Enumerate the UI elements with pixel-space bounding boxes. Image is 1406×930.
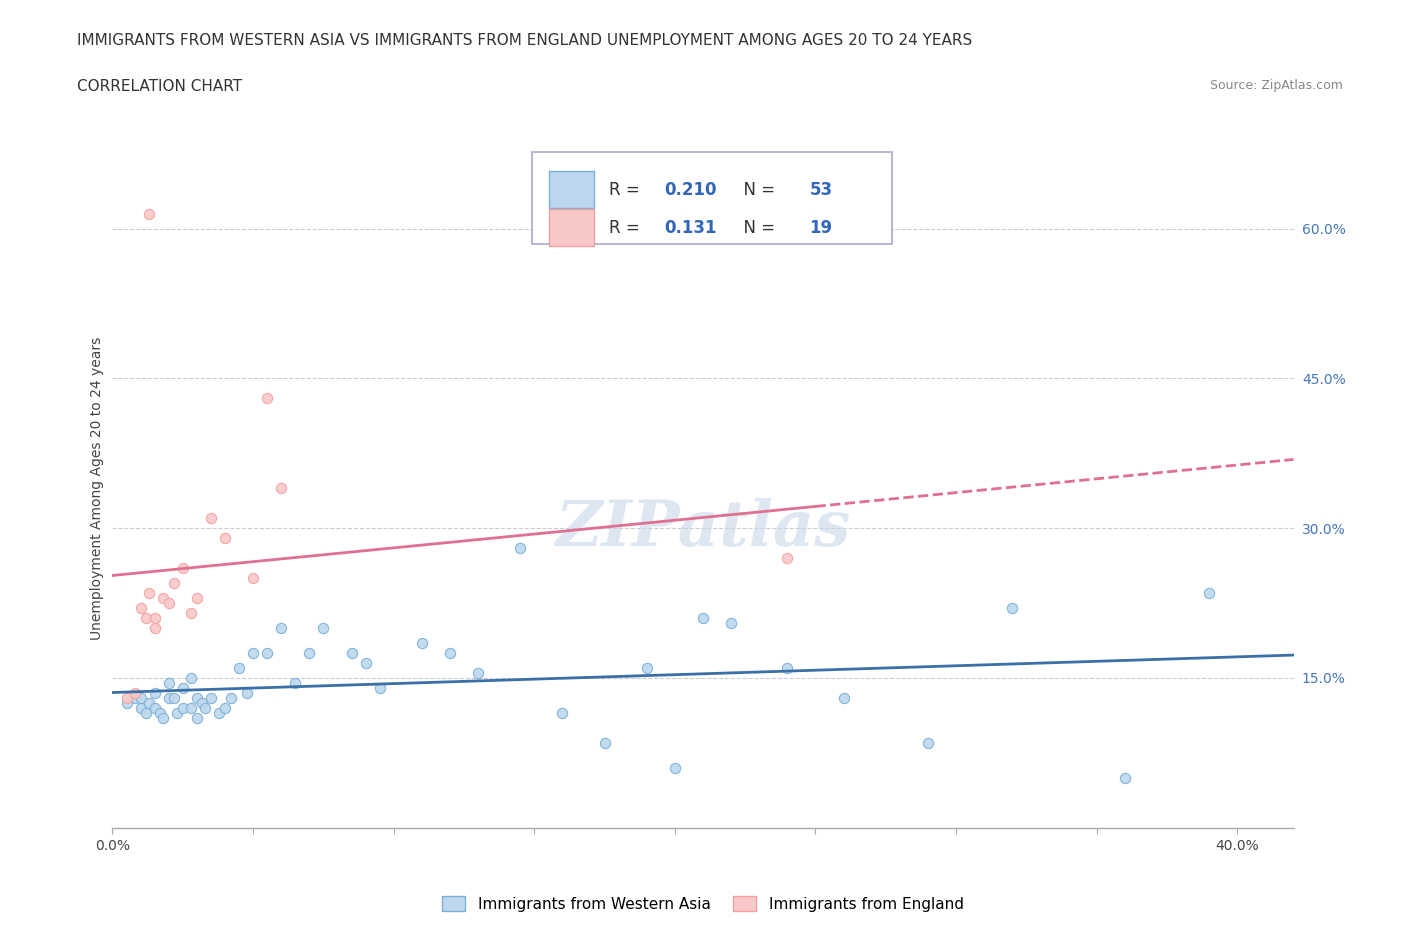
Point: [298, 645, 321, 660]
Point: [832, 690, 855, 705]
Point: [152, 711, 174, 725]
Point: [284, 675, 307, 690]
Point: [439, 645, 461, 660]
Text: R =: R =: [609, 219, 644, 237]
Y-axis label: Unemployment Among Ages 20 to 24 years: Unemployment Among Ages 20 to 24 years: [90, 337, 104, 640]
Point: [256, 645, 278, 660]
Point: [214, 700, 236, 715]
Point: [172, 681, 194, 696]
Point: [340, 645, 363, 660]
Point: [186, 591, 208, 605]
Text: 19: 19: [810, 219, 832, 237]
Text: 0.210: 0.210: [664, 180, 717, 198]
Point: [354, 656, 377, 671]
Legend: Immigrants from Western Asia, Immigrants from England: Immigrants from Western Asia, Immigrants…: [436, 889, 970, 918]
Point: [149, 706, 172, 721]
Point: [194, 700, 217, 715]
Point: [152, 591, 174, 605]
Point: [219, 690, 242, 705]
Point: [143, 685, 166, 700]
Point: [411, 635, 433, 650]
Point: [270, 481, 292, 496]
Text: R =: R =: [609, 180, 644, 198]
Point: [180, 671, 202, 685]
Point: [312, 620, 335, 635]
Point: [138, 206, 160, 221]
Point: [180, 700, 202, 715]
Point: [143, 620, 166, 635]
Point: [208, 706, 231, 721]
Point: [242, 645, 264, 660]
Point: [166, 706, 188, 721]
Point: [1198, 586, 1220, 601]
Point: [129, 601, 152, 616]
Point: [200, 511, 222, 525]
FancyBboxPatch shape: [531, 153, 891, 244]
Point: [917, 736, 939, 751]
Point: [1001, 601, 1024, 616]
Point: [664, 761, 686, 776]
Point: [115, 696, 138, 711]
Point: [186, 711, 208, 725]
Point: [138, 696, 160, 711]
Point: [467, 666, 489, 681]
Point: [180, 605, 202, 620]
Point: [124, 685, 146, 700]
Point: [191, 696, 214, 711]
Point: [135, 706, 157, 721]
Text: CORRELATION CHART: CORRELATION CHART: [77, 79, 242, 94]
Text: Source: ZipAtlas.com: Source: ZipAtlas.com: [1209, 79, 1343, 92]
FancyBboxPatch shape: [550, 171, 595, 208]
Point: [270, 620, 292, 635]
Point: [157, 675, 180, 690]
Point: [368, 681, 391, 696]
Point: [143, 700, 166, 715]
Point: [509, 540, 531, 555]
Point: [776, 551, 799, 565]
Point: [129, 690, 152, 705]
Point: [692, 611, 714, 626]
Point: [228, 660, 250, 675]
Point: [172, 700, 194, 715]
Point: [124, 690, 146, 705]
Point: [720, 616, 742, 631]
Point: [236, 685, 259, 700]
Point: [163, 690, 186, 705]
Text: IMMIGRANTS FROM WESTERN ASIA VS IMMIGRANTS FROM ENGLAND UNEMPLOYMENT AMONG AGES : IMMIGRANTS FROM WESTERN ASIA VS IMMIGRAN…: [77, 33, 973, 47]
Point: [551, 706, 574, 721]
Point: [143, 611, 166, 626]
Text: N =: N =: [733, 180, 780, 198]
Text: N =: N =: [733, 219, 780, 237]
Text: ZIPatlas: ZIPatlas: [555, 498, 851, 560]
Point: [172, 561, 194, 576]
Point: [636, 660, 658, 675]
Point: [186, 690, 208, 705]
Point: [776, 660, 799, 675]
Point: [138, 586, 160, 601]
Point: [135, 611, 157, 626]
Point: [242, 571, 264, 586]
Point: [115, 690, 138, 705]
Point: [593, 736, 616, 751]
Point: [200, 690, 222, 705]
Point: [129, 700, 152, 715]
Point: [1114, 770, 1136, 785]
Point: [256, 391, 278, 405]
Text: 53: 53: [810, 180, 832, 198]
Text: 0.131: 0.131: [664, 219, 717, 237]
Point: [157, 595, 180, 610]
Point: [163, 576, 186, 591]
FancyBboxPatch shape: [550, 209, 595, 246]
Point: [214, 531, 236, 546]
Point: [157, 690, 180, 705]
